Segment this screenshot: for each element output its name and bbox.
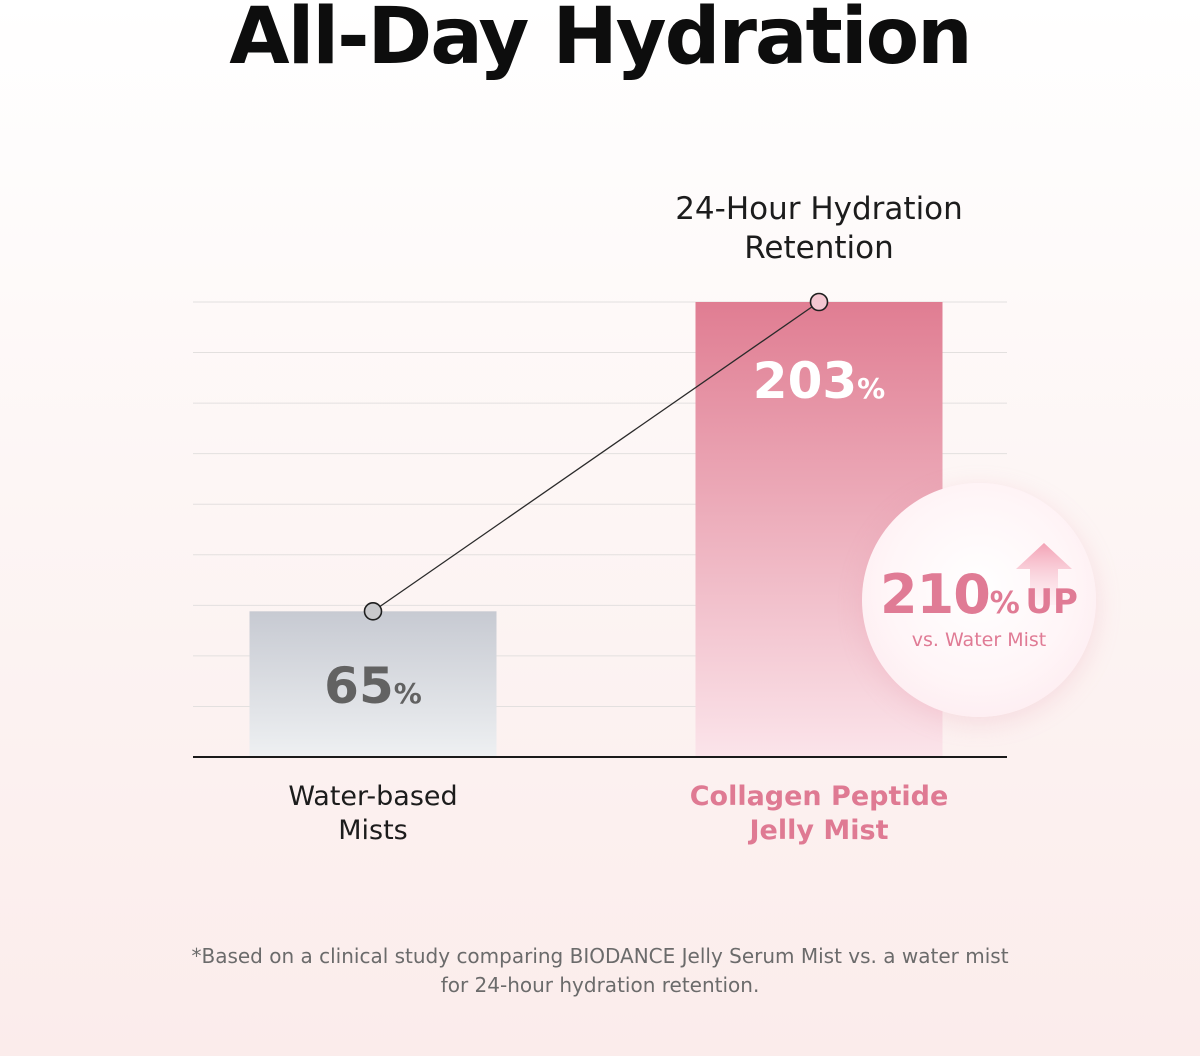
callout-subtitle: vs. Water Mist: [911, 629, 1047, 651]
category-label-line: Mists: [338, 815, 408, 846]
page-title: All-Day Hydration: [229, 0, 972, 82]
up-arrow-icon: [1016, 543, 1072, 605]
callout-value: 210% UP: [862, 563, 1096, 626]
category-label-jelly-mist: Collagen Peptide Jelly Mist: [639, 780, 999, 848]
chart-title-line-1: 24-Hour Hydration: [675, 191, 963, 227]
callout-number: 210: [880, 563, 991, 626]
value-labels: 65%203%: [324, 352, 885, 715]
callout-unit: %: [989, 586, 1020, 621]
value-label-number: 65: [324, 657, 394, 715]
footnote-line: for 24-hour hydration retention.: [440, 973, 760, 997]
connector: [363, 292, 829, 621]
footnote-line: *Based on a clinical study comparing BIO…: [191, 944, 1009, 968]
data-point-1: [809, 292, 829, 312]
connector-line: [372, 301, 820, 612]
value-label-number: 203: [753, 352, 857, 410]
chart-title-line-2: Retention: [744, 230, 894, 266]
footnote: *Based on a clinical study comparing BIO…: [0, 942, 1200, 1000]
value-label-unit: %: [394, 677, 422, 710]
callout-suffix: UP: [1025, 582, 1078, 622]
category-label-water-based-mists: Water-based Mists: [193, 780, 553, 848]
value-label-0: 65%: [324, 657, 422, 715]
category-label-line: Collagen Peptide: [689, 781, 949, 812]
value-label-unit: %: [857, 372, 885, 405]
category-label-line: Jelly Mist: [749, 815, 889, 846]
value-label-1: 203%: [753, 352, 885, 410]
bar-0: [249, 611, 497, 757]
improvement-callout: 210% UP vs. Water Mist: [862, 483, 1096, 717]
category-label-line: Water-based: [288, 781, 458, 812]
chart-title: 24-Hour Hydration Retention: [619, 190, 1019, 268]
data-point-0: [363, 602, 383, 621]
